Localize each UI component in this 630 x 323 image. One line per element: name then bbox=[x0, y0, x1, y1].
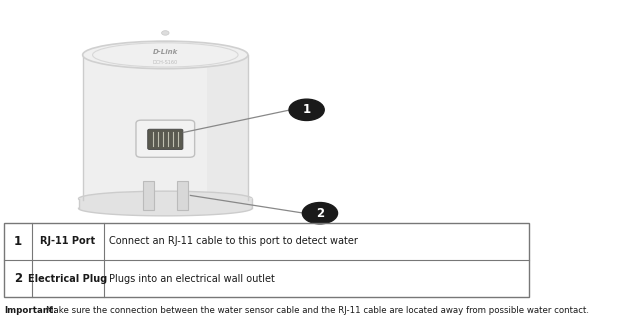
Ellipse shape bbox=[79, 191, 252, 206]
Circle shape bbox=[289, 99, 324, 120]
Ellipse shape bbox=[83, 41, 248, 69]
Bar bbox=[177, 181, 188, 210]
Text: D-Link: D-Link bbox=[152, 49, 178, 55]
FancyBboxPatch shape bbox=[136, 120, 195, 157]
Text: Important:: Important: bbox=[4, 306, 57, 315]
Text: 2: 2 bbox=[14, 272, 22, 285]
Text: Electrical Plug: Electrical Plug bbox=[28, 274, 108, 284]
Circle shape bbox=[161, 31, 169, 35]
Ellipse shape bbox=[79, 201, 252, 216]
Text: 1: 1 bbox=[302, 103, 311, 116]
Bar bbox=[83, 55, 248, 200]
Text: 2: 2 bbox=[316, 207, 324, 220]
Text: DCH-S160: DCH-S160 bbox=[152, 59, 178, 65]
Bar bbox=[79, 198, 252, 208]
FancyBboxPatch shape bbox=[147, 129, 183, 150]
Text: Connect an RJ-11 cable to this port to detect water: Connect an RJ-11 cable to this port to d… bbox=[110, 236, 358, 246]
Text: Plugs into an electrical wall outlet: Plugs into an electrical wall outlet bbox=[110, 274, 275, 284]
Bar bbox=[143, 181, 154, 210]
Text: RJ-11 Port: RJ-11 Port bbox=[40, 236, 96, 246]
Circle shape bbox=[302, 203, 338, 224]
Bar bbox=[207, 55, 248, 200]
Text: Make sure the connection between the water sensor cable and the RJ-11 cable are : Make sure the connection between the wat… bbox=[46, 306, 589, 315]
Text: 1: 1 bbox=[14, 235, 22, 248]
